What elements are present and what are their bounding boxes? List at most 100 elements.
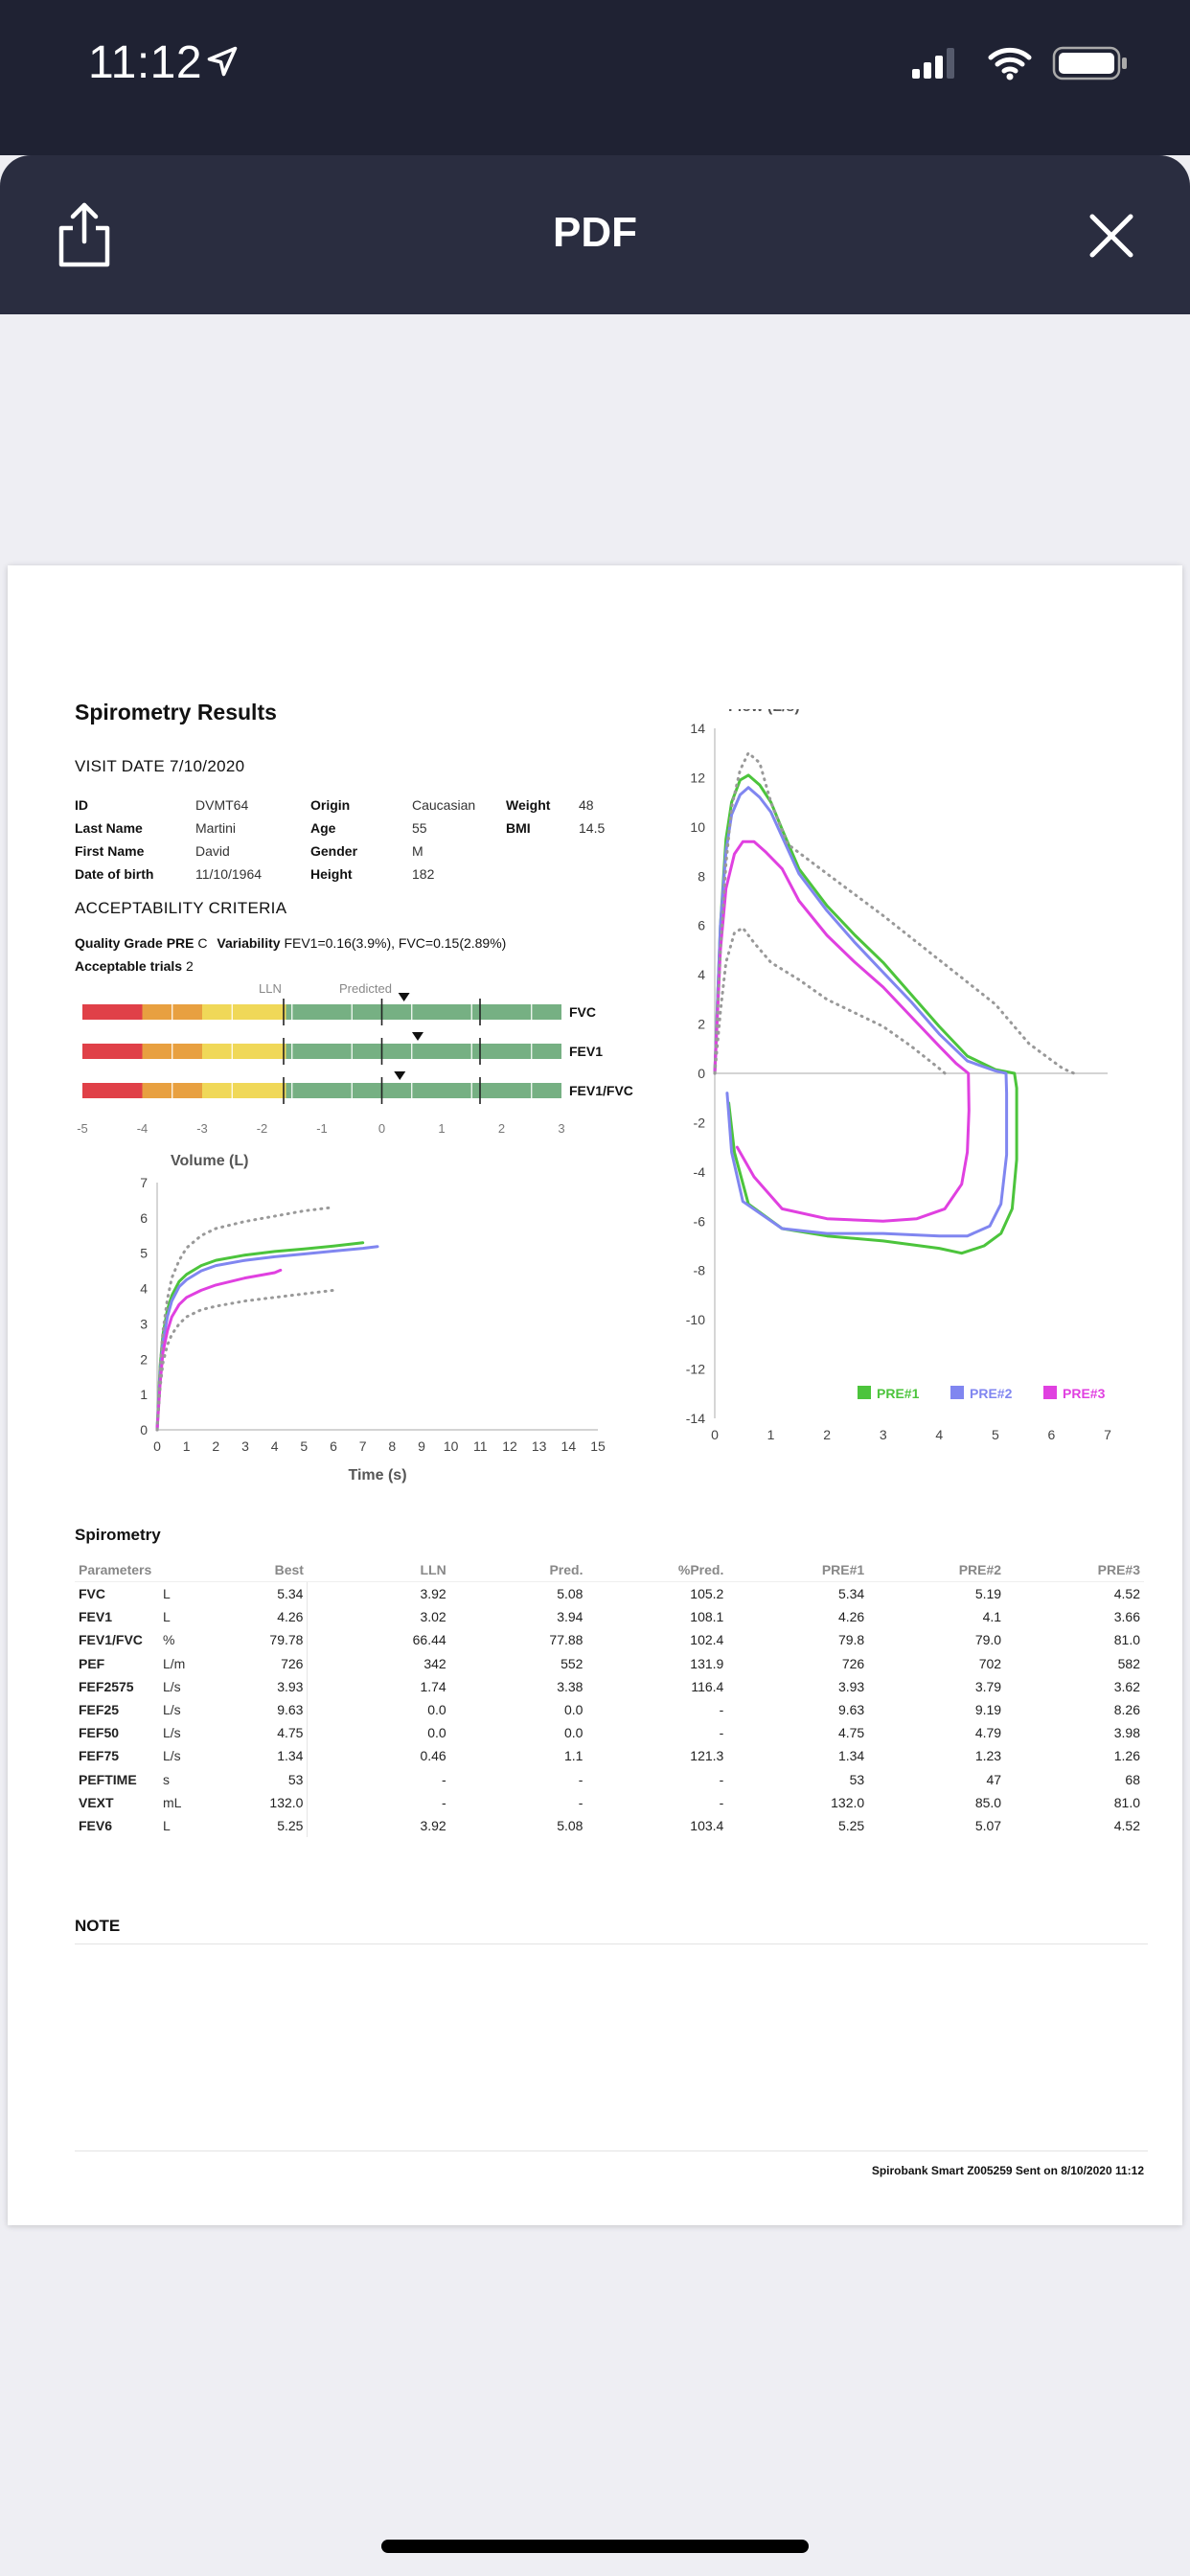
last-name-label: Last Name — [75, 820, 143, 836]
table-cell: 105.2 — [690, 1586, 724, 1602]
table-cell: s — [162, 1771, 170, 1787]
header-unit — [158, 1558, 205, 1582]
trials-label: Acceptable trials — [75, 958, 183, 974]
table-cell: 53 — [204, 1767, 309, 1791]
y-tick-label: 5 — [140, 1246, 148, 1261]
y-tick-label: -2 — [694, 1115, 706, 1130]
table-cell: 4.52 — [1113, 1586, 1140, 1602]
table-row: FEF50 L/s 4.75 0.0 0.0 - 4.75 4.79 3.98 — [75, 1721, 1144, 1745]
table-cell: FEF75 — [79, 1748, 120, 1764]
table-cell: 3.98 — [1113, 1725, 1140, 1741]
table-cell: L/s — [162, 1702, 181, 1718]
header-pct-pred: %Pred. — [586, 1558, 728, 1582]
zscore-axis-tick: 0 — [378, 1121, 385, 1136]
zscore-axis-tick: -2 — [257, 1121, 268, 1136]
y-tick-label: 2 — [698, 1017, 705, 1032]
table-cell: VEXT — [79, 1794, 114, 1810]
table-cell: 85.0 — [974, 1794, 1002, 1810]
table-cell: 3.93 — [837, 1678, 865, 1694]
report-title: Spirometry Results — [75, 700, 277, 724]
table-row: FVC L 5.34 3.92 5.08 105.2 5.34 5.19 4.52 — [75, 1581, 1144, 1606]
table-cell: 726 — [204, 1651, 309, 1675]
x-tick-label: 4 — [271, 1438, 279, 1454]
y-tick-label: 0 — [140, 1422, 148, 1438]
table-cell: 81.0 — [1113, 1632, 1140, 1648]
table-cell: FEV1/FVC — [79, 1632, 143, 1648]
table-cell: - — [719, 1794, 724, 1810]
table-cell: - — [719, 1771, 724, 1787]
x-tick-label: 3 — [880, 1427, 887, 1442]
close-icon[interactable] — [1081, 205, 1142, 266]
x-tick-label: 12 — [502, 1438, 517, 1454]
x-tick-label: 6 — [330, 1438, 337, 1454]
acceptability-heading: ACCEPTABILITY CRITERIA — [75, 899, 287, 917]
table-cell: L/s — [162, 1748, 181, 1764]
table-cell: 47 — [986, 1771, 1002, 1787]
table-cell: 5.34 — [204, 1581, 309, 1606]
table-cell: 3.66 — [1113, 1609, 1140, 1625]
y-tick-label: 10 — [690, 819, 705, 835]
table-cell: 5.25 — [837, 1817, 865, 1833]
table-cell: 8.26 — [1113, 1702, 1140, 1718]
table-row: PEFTIME s 53 - - - 53 47 68 — [75, 1767, 1144, 1791]
gender-label: Gender — [310, 843, 358, 859]
table-cell: 53 — [849, 1771, 865, 1787]
zscore-segment — [82, 1083, 143, 1098]
table-cell: 4.52 — [1113, 1817, 1140, 1833]
footer-divider — [75, 2150, 1148, 2151]
series-line — [155, 1245, 379, 1432]
zscore-segment — [286, 1083, 561, 1098]
y-tick-label: 4 — [140, 1281, 148, 1297]
table-cell: 68 — [1125, 1771, 1140, 1787]
legend-label: PRE#1 — [877, 1386, 920, 1401]
table-cell: 132.0 — [204, 1790, 309, 1814]
variability-value: FEV1=0.16(3.9%), FVC=0.15(2.89%) — [284, 935, 507, 951]
table-cell: L/s — [162, 1725, 181, 1741]
home-indicator — [381, 2540, 809, 2553]
series-line — [713, 840, 971, 1223]
table-cell: mL — [162, 1794, 182, 1810]
zscore-segment — [82, 1004, 143, 1020]
table-cell: 4.1 — [982, 1609, 1002, 1625]
origin-label: Origin — [310, 797, 351, 813]
table-cell: 3.94 — [557, 1609, 584, 1625]
table-cell: 79.78 — [204, 1628, 309, 1652]
x-tick-label: 1 — [767, 1427, 775, 1442]
y-tick-label: -6 — [694, 1213, 706, 1229]
nav-title: PDF — [553, 209, 637, 256]
table-cell: PEFTIME — [79, 1771, 137, 1787]
origin-value: Caucasian — [412, 797, 476, 813]
zscore-segment — [82, 1044, 143, 1059]
legend-swatch — [858, 1386, 871, 1399]
zscore-segment — [202, 1083, 286, 1098]
series-line — [155, 1288, 335, 1432]
x-tick-label: 1 — [183, 1438, 191, 1454]
header-lln: LLN — [307, 1558, 450, 1582]
zscore-row-label: FVC — [569, 1004, 596, 1020]
table-cell: L — [162, 1817, 171, 1833]
signal-icon — [912, 48, 954, 79]
table-row: FEV6 L 5.25 3.92 5.08 103.4 5.25 5.07 4.52 — [75, 1813, 1144, 1838]
trials-value: 2 — [185, 958, 194, 974]
y-tick-label: 4 — [698, 967, 705, 982]
header-pred: Pred. — [449, 1558, 587, 1582]
age-label: Age — [310, 820, 336, 836]
y-tick-label: 1 — [140, 1387, 148, 1402]
y-tick-label: 8 — [698, 868, 705, 884]
x-tick-label: 7 — [359, 1438, 367, 1454]
table-cell: 3.92 — [420, 1586, 446, 1602]
table-cell: 342 — [423, 1655, 446, 1671]
battery-icon — [1052, 46, 1127, 80]
header-pre1: PRE#1 — [727, 1558, 869, 1582]
table-row: FEV1/FVC% 79.78 66.44 77.88 102.4 79.8 79.0 81.… — [75, 1628, 1144, 1652]
header-pre2: PRE#2 — [868, 1558, 1006, 1582]
header-parameters: Parameters — [75, 1558, 159, 1582]
share-icon[interactable] — [48, 197, 121, 270]
table-cell: 3.92 — [420, 1817, 446, 1833]
bmi-value: 14.5 — [579, 820, 606, 836]
y-tick-label: 3 — [140, 1316, 148, 1331]
table-cell: 4.75 — [837, 1725, 865, 1741]
quality-line: Quality Grade PRE C Variability FEV1=0.1… — [75, 935, 506, 951]
quality-grade-value: C — [197, 935, 208, 951]
